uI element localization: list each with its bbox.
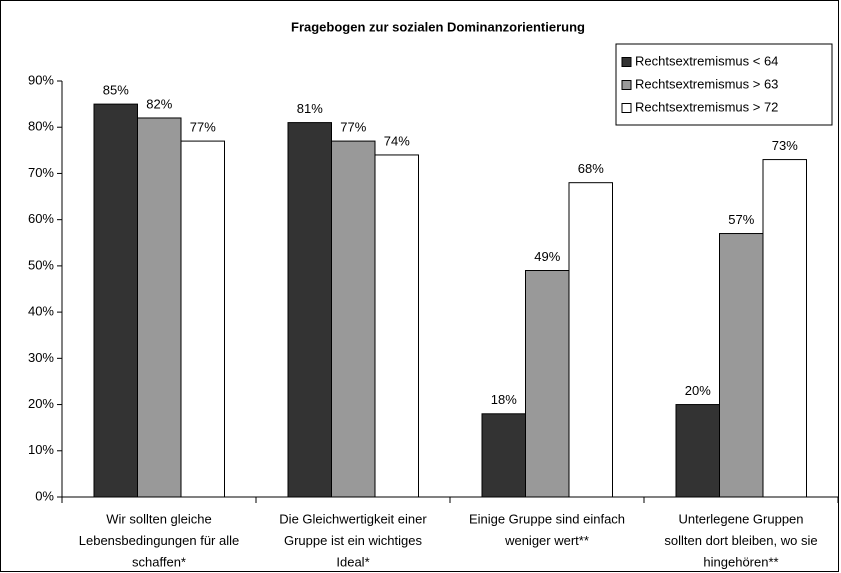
bar xyxy=(762,159,807,498)
bar xyxy=(331,140,376,498)
x-tick-label: Unterlegene Gruppen xyxy=(678,511,803,526)
legend-label: Rechtsextremismus > 72 xyxy=(635,99,778,114)
value-label: 74% xyxy=(384,133,410,148)
legend-box xyxy=(615,43,833,126)
legend-swatch xyxy=(621,103,632,113)
y-tick-label: 50% xyxy=(28,257,54,272)
bar xyxy=(675,404,720,498)
value-label: 73% xyxy=(772,138,798,153)
x-tick-label: schaffen* xyxy=(132,554,186,569)
y-tick-label: 30% xyxy=(28,350,54,365)
y-tick-label: 40% xyxy=(28,304,54,319)
value-label: 82% xyxy=(146,96,172,111)
value-label: 18% xyxy=(491,392,517,407)
bar xyxy=(287,122,332,498)
value-label: 49% xyxy=(534,249,560,264)
bar xyxy=(137,117,182,498)
x-tick-label: Wir sollten gleiche xyxy=(106,511,212,526)
x-tick-label: hingehören** xyxy=(703,554,778,569)
legend-label: Rechtsextremismus < 64 xyxy=(635,53,778,68)
legend-label: Rechtsextremismus > 63 xyxy=(635,76,778,91)
bar xyxy=(719,233,764,498)
bar xyxy=(374,154,419,498)
y-tick-label: 80% xyxy=(28,119,54,134)
value-label: 85% xyxy=(103,83,129,98)
bar xyxy=(525,270,570,498)
x-tick-label: Gruppe ist ein wichtiges xyxy=(284,533,423,548)
y-tick-label: 60% xyxy=(28,211,54,226)
y-tick-label: 0% xyxy=(35,488,54,503)
chart-title: Fragebogen zur sozialen Dominanzorientie… xyxy=(291,19,585,34)
legend-swatch xyxy=(621,57,632,67)
value-label: 20% xyxy=(685,383,711,398)
x-tick-label: Die Gleichwertigkeit einer xyxy=(279,511,427,526)
legend-swatch xyxy=(621,80,632,90)
x-tick-label: sollten dort bleiben, wo sie xyxy=(664,533,817,548)
value-label: 81% xyxy=(297,101,323,116)
y-tick-label: 10% xyxy=(28,442,54,457)
y-tick-label: 70% xyxy=(28,165,54,180)
value-label: 57% xyxy=(728,212,754,227)
y-tick-label: 20% xyxy=(28,396,54,411)
y-tick-label: 90% xyxy=(28,72,54,87)
value-label: 77% xyxy=(340,120,366,135)
value-label: 77% xyxy=(190,120,216,135)
x-tick-label: weniger wert** xyxy=(504,533,589,548)
value-label: 68% xyxy=(578,161,604,176)
bar xyxy=(568,182,613,498)
x-tick-label: Einige Gruppe sind einfach xyxy=(469,511,625,526)
bar xyxy=(481,413,526,498)
bar xyxy=(180,140,225,498)
x-tick-label: Ideal* xyxy=(336,554,369,569)
x-tick-label: Lebensbedingungen für alle xyxy=(79,533,239,548)
bar xyxy=(93,103,138,498)
